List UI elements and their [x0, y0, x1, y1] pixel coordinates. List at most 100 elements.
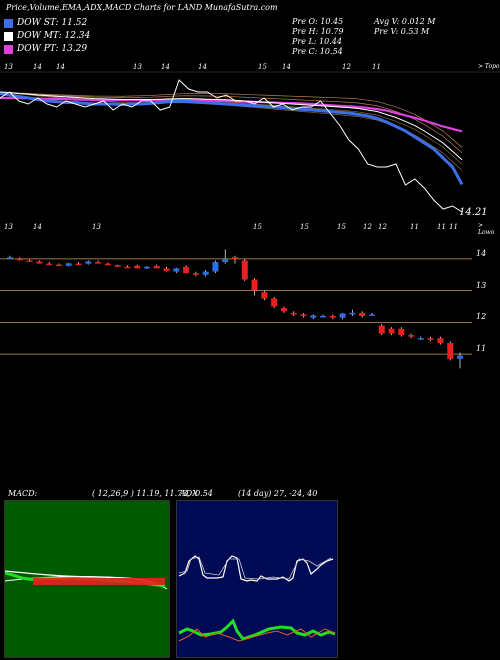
candle-body: [408, 335, 415, 337]
legend-swatch-st: [4, 18, 13, 28]
ema-series-pt: [0, 96, 463, 133]
candle-body: [427, 338, 434, 340]
candle-body: [26, 260, 33, 262]
candle-date-label: 12: [378, 223, 387, 231]
legend-label-mt: DOW MT: 12.34: [17, 31, 91, 41]
candle-body: [447, 343, 454, 359]
top-date-label: 14: [161, 63, 170, 71]
candle-body: [271, 298, 278, 307]
legend-dow-st: DOW ST: 11.52: [4, 18, 87, 28]
price-line: [0, 79, 463, 213]
candle-body: [349, 312, 356, 315]
top-chart-corner-label: > Topo: [478, 63, 500, 70]
ema-line-chart: [0, 71, 500, 213]
stat-close: Pre C: 10.54: [292, 47, 343, 56]
chart-title: Price,Volume,EMA,ADX,MACD Charts for LAN…: [6, 3, 278, 12]
candle-body: [417, 338, 424, 340]
candlestick-chart: [0, 249, 472, 369]
macd-red-bars: [33, 578, 165, 585]
candle-body: [75, 263, 82, 266]
candle-body: [114, 265, 121, 267]
candle-body: [251, 279, 258, 291]
candle-date-label: 12: [363, 223, 372, 231]
adx-di-plus-line: [178, 555, 334, 582]
top-date-label: 15: [258, 63, 267, 71]
stat-high: Pre H: 10.79: [292, 27, 344, 36]
candle-body: [241, 260, 248, 280]
adx-panel: [176, 500, 338, 658]
macd-panel: [4, 500, 170, 658]
top-chart-last-value: 14.21: [459, 207, 488, 218]
macd-plot: [5, 570, 168, 590]
candle-body: [212, 262, 219, 272]
stat-low: Pre L: 10.44: [292, 37, 342, 46]
candle-body: [437, 338, 444, 344]
candle-body: [222, 258, 229, 263]
candle-body: [85, 261, 92, 264]
candle-body: [65, 263, 72, 266]
candle-body: [7, 257, 13, 259]
adx-values: (14 day) 27, -24, 40: [238, 489, 318, 498]
top-date-label: 12: [342, 63, 351, 71]
candle-body: [95, 262, 102, 264]
ema-aux-line-1: [0, 91, 463, 165]
candle-body: [320, 316, 327, 318]
candle-body: [36, 261, 43, 264]
candle-date-label: 13: [4, 223, 13, 231]
top-date-label: 14: [198, 63, 207, 71]
stat-pre-volume: Pre V: 0.53 M: [374, 27, 430, 36]
candle-body: [378, 325, 385, 334]
adx-di-minus-line: [178, 556, 332, 580]
top-date-label: 13: [133, 63, 142, 71]
top-date-label: 11: [372, 63, 381, 71]
candle-body: [173, 268, 180, 272]
candle-date-label: 11: [410, 223, 419, 231]
legend-label-pt: DOW PT: 13.29: [17, 44, 88, 54]
candle-body: [232, 257, 238, 259]
ema-aux-line-0: [0, 91, 463, 154]
candle-date-label: 11: [449, 223, 458, 231]
candle-body: [134, 265, 141, 269]
candle-body: [163, 268, 170, 271]
adx-label: ADX: [180, 489, 198, 498]
candle-body: [55, 264, 62, 267]
adx-plot: [178, 555, 336, 642]
legend-dow-pt: DOW PT: 13.29: [4, 44, 87, 54]
candle-date-label: 15: [337, 223, 346, 231]
candle-body: [143, 266, 150, 269]
candle-date-label: 14: [33, 223, 42, 231]
candle-body: [16, 258, 23, 261]
macd-values: ( 12,26,9 ) 11.19, 11.73, -0.54: [92, 489, 213, 498]
adx-secondary-line: [178, 628, 336, 642]
title-text: Price,Volume,EMA,ADX,MACD Charts for LAN…: [6, 3, 203, 12]
price-axis-label: 12: [476, 312, 487, 322]
candle-body: [398, 328, 405, 336]
candle-body: [104, 263, 111, 266]
candle-date-label: 11: [437, 223, 446, 231]
price-axis-label: 11: [476, 344, 487, 354]
candle-body: [457, 355, 463, 359]
candle-body: [339, 313, 346, 318]
candle-body: [183, 266, 190, 274]
legend-label-st: DOW ST: 11.52: [17, 18, 88, 28]
candle-body: [124, 266, 131, 269]
ema-series-mt: [0, 91, 463, 161]
candle-body: [329, 316, 336, 318]
stat-avg-volume: Avg V: 0.012 M: [374, 17, 436, 26]
candle-date-label: 15: [300, 223, 309, 231]
site-text: MunafaSutra.com: [204, 3, 278, 12]
legend-dow-mt: DOW MT: 12.34: [4, 31, 90, 41]
top-date-label: 13: [4, 63, 13, 71]
price-axis-label: 13: [476, 280, 487, 290]
candle-body: [388, 328, 395, 334]
candle-body: [46, 263, 53, 266]
candle-body: [192, 273, 199, 275]
candle-body: [280, 308, 287, 312]
legend-swatch-mt: [4, 31, 13, 41]
candle-date-label: 13: [92, 223, 101, 231]
ema-aux-line-2: [0, 91, 463, 148]
top-date-label: 14: [56, 63, 65, 71]
legend-swatch-pt: [4, 44, 13, 54]
candle-date-label: 15: [253, 223, 262, 231]
stat-open: Pre O: 10.45: [292, 17, 344, 26]
